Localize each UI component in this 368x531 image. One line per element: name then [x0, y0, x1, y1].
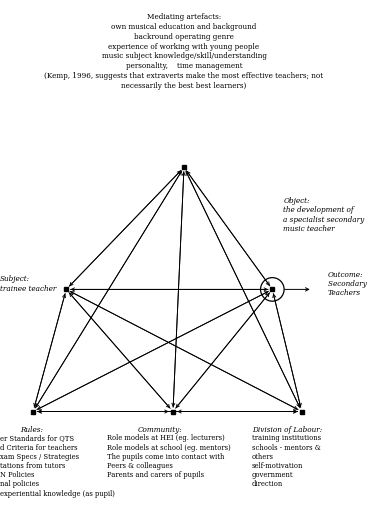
- Text: Outcome:
Secondary Music
Teachers: Outcome: Secondary Music Teachers: [328, 271, 368, 297]
- Text: Division of Labour:: Division of Labour:: [252, 426, 322, 434]
- Text: Rules:: Rules:: [20, 426, 43, 434]
- Text: Subject:
trainee teacher: Subject: trainee teacher: [0, 276, 56, 293]
- Text: Community:: Community:: [138, 426, 183, 434]
- Text: Object:
the development of
a specialist secondary
music teacher: Object: the development of a specialist …: [283, 197, 365, 233]
- Text: Mediating artefacts:
own musical education and background
backround operating ge: Mediating artefacts: own musical educati…: [45, 13, 323, 90]
- Text: training institutions
schools - mentors &
others
self-motivation
government
dire: training institutions schools - mentors …: [252, 434, 321, 489]
- Text: Role models at HEI (eg. lecturers)
Role models at school (eg. mentors)
The pupil: Role models at HEI (eg. lecturers) Role …: [107, 434, 230, 479]
- Text: er Standards for QTS
d Criteria for teachers
xam Specs / Strategies
tations from: er Standards for QTS d Criteria for teac…: [0, 434, 115, 498]
